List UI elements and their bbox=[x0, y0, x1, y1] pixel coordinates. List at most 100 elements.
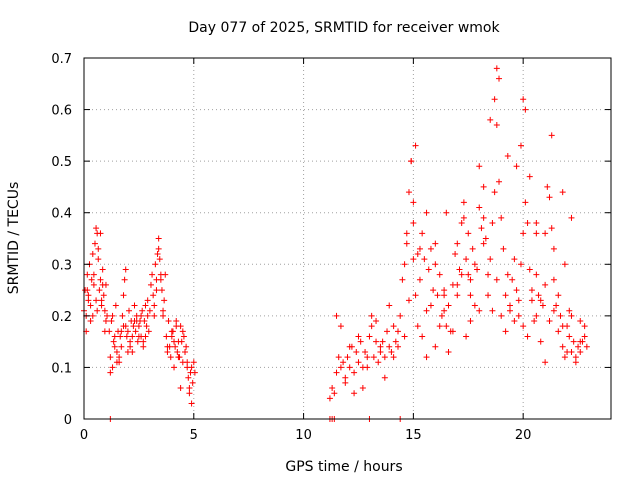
data-point bbox=[98, 302, 105, 309]
data-point bbox=[186, 390, 193, 397]
data-point bbox=[127, 338, 134, 345]
data-point bbox=[441, 287, 448, 294]
data-point bbox=[489, 307, 496, 314]
data-point bbox=[498, 312, 505, 319]
data-point bbox=[118, 343, 125, 350]
data-point bbox=[423, 354, 430, 361]
data-point bbox=[443, 209, 450, 216]
data-point bbox=[504, 271, 511, 278]
data-point bbox=[95, 245, 102, 252]
data-point bbox=[175, 354, 182, 361]
y-tick-label: 0 bbox=[64, 413, 72, 428]
data-point bbox=[353, 348, 360, 355]
data-point bbox=[155, 245, 162, 252]
data-point bbox=[158, 287, 165, 294]
data-point bbox=[401, 261, 408, 268]
data-point bbox=[533, 230, 540, 237]
data-point bbox=[346, 343, 353, 350]
data-point bbox=[165, 318, 172, 325]
data-point bbox=[191, 369, 198, 376]
data-point bbox=[550, 245, 557, 252]
data-point bbox=[157, 271, 164, 278]
data-point bbox=[163, 333, 170, 340]
data-point bbox=[123, 333, 130, 340]
x-axis-ticks: 0 5 10 15 20 bbox=[80, 428, 532, 443]
y-axis-ticks: 0 0.1 0.2 0.3 0.4 0.5 0.6 0.7 bbox=[51, 52, 72, 428]
data-point bbox=[533, 312, 540, 319]
data-point bbox=[436, 323, 443, 330]
data-point bbox=[544, 183, 551, 190]
data-point bbox=[405, 297, 412, 304]
data-point bbox=[502, 328, 509, 335]
data-point bbox=[188, 364, 195, 371]
data-point bbox=[531, 318, 538, 325]
data-point bbox=[144, 312, 151, 319]
data-point bbox=[548, 225, 555, 232]
data-point bbox=[331, 390, 338, 397]
data-point bbox=[351, 369, 358, 376]
data-point bbox=[90, 281, 97, 288]
data-point bbox=[164, 348, 171, 355]
data-point bbox=[180, 333, 187, 340]
data-point bbox=[496, 178, 503, 185]
data-point bbox=[564, 348, 571, 355]
data-point bbox=[119, 312, 126, 319]
data-point bbox=[161, 297, 168, 304]
data-point bbox=[403, 230, 410, 237]
data-point bbox=[467, 292, 474, 299]
data-point bbox=[489, 220, 496, 227]
data-point bbox=[131, 302, 138, 309]
data-point bbox=[566, 333, 573, 340]
data-point bbox=[112, 302, 119, 309]
data-point bbox=[149, 271, 156, 278]
data-point bbox=[111, 343, 118, 350]
data-point bbox=[183, 343, 190, 350]
data-point bbox=[454, 240, 461, 247]
data-point bbox=[416, 276, 423, 283]
data-point bbox=[539, 302, 546, 309]
data-point bbox=[373, 318, 380, 325]
data-point bbox=[98, 297, 105, 304]
y-tick-label: 0.4 bbox=[51, 207, 72, 222]
data-point bbox=[138, 312, 145, 319]
data-point bbox=[117, 333, 124, 340]
data-point bbox=[362, 348, 369, 355]
data-point bbox=[524, 333, 531, 340]
data-point bbox=[146, 307, 153, 314]
data-point bbox=[113, 359, 120, 366]
data-point bbox=[134, 338, 141, 345]
data-point bbox=[471, 302, 478, 309]
data-point bbox=[89, 250, 96, 257]
data-point bbox=[156, 256, 163, 263]
data-point bbox=[513, 287, 520, 294]
data-point bbox=[577, 348, 584, 355]
x-axis-label: GPS time / hours bbox=[285, 459, 402, 475]
data-point bbox=[465, 271, 472, 278]
data-point bbox=[432, 343, 439, 350]
data-point bbox=[88, 276, 95, 283]
data-point bbox=[102, 281, 109, 288]
data-point bbox=[167, 354, 174, 361]
data-point bbox=[487, 256, 494, 263]
data-point bbox=[482, 235, 489, 242]
data-point bbox=[522, 199, 529, 206]
data-point bbox=[366, 333, 373, 340]
data-point bbox=[160, 312, 167, 319]
data-point bbox=[143, 323, 150, 330]
grid-lines bbox=[84, 58, 611, 419]
data-point bbox=[427, 245, 434, 252]
data-point bbox=[160, 307, 167, 314]
data-point bbox=[559, 343, 566, 350]
data-point bbox=[496, 75, 503, 82]
data-point bbox=[153, 287, 160, 294]
data-point bbox=[150, 292, 157, 299]
data-point bbox=[124, 328, 131, 335]
data-point bbox=[390, 323, 397, 330]
data-point bbox=[445, 302, 452, 309]
data-point bbox=[575, 343, 582, 350]
data-point bbox=[340, 359, 347, 366]
data-point bbox=[359, 385, 366, 392]
data-point bbox=[147, 281, 154, 288]
data-point bbox=[566, 307, 573, 314]
